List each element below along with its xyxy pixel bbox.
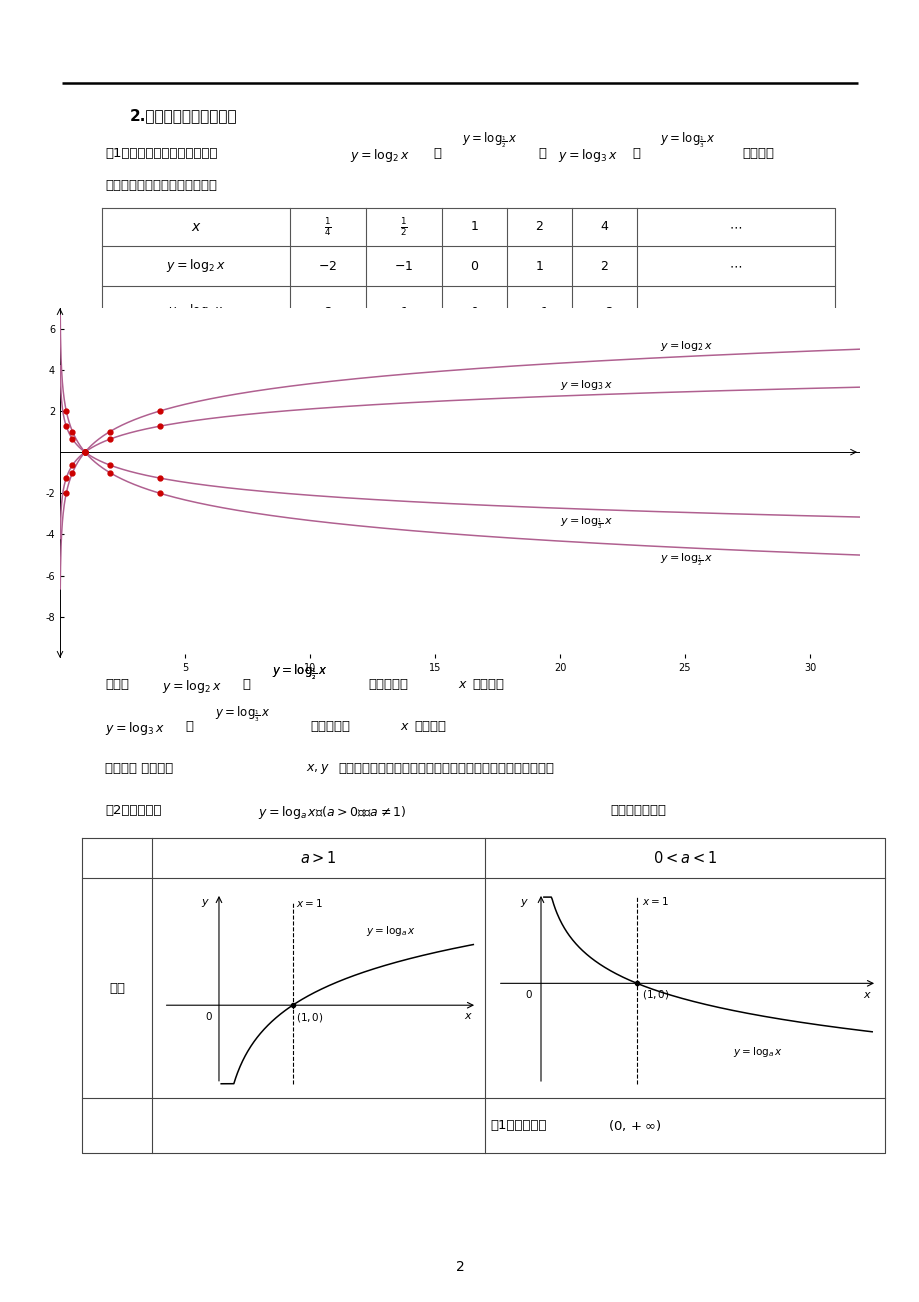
- Text: 设计意图 学生完成: 设计意图 学生完成: [105, 762, 173, 775]
- Text: $(0,+\infty)$: $(0,+\infty)$: [607, 1118, 662, 1133]
- Text: $x$: $x$: [464, 1010, 472, 1021]
- Text: $\cdots$: $\cdots$: [729, 259, 742, 272]
- Text: $y=\log_{\frac{1}{3}}x$: $y=\log_{\frac{1}{3}}x$: [215, 704, 270, 724]
- Text: $x=1$: $x=1$: [641, 894, 668, 907]
- Text: 轴对称。: 轴对称。: [414, 720, 446, 733]
- Text: 和: 和: [433, 147, 440, 160]
- Text: $0$: $0$: [470, 306, 479, 319]
- Text: $a>1$: $a>1$: [300, 850, 336, 866]
- Text: 和: 和: [185, 720, 193, 733]
- Text: $-1$: $-1$: [529, 306, 549, 319]
- Text: $x=1$: $x=1$: [296, 897, 323, 909]
- Text: $1$: $1$: [470, 220, 479, 233]
- Text: $0$: $0$: [205, 1009, 213, 1022]
- Text: ；: ；: [538, 147, 545, 160]
- Text: $y=\log_2 x$: $y=\log_2 x$: [659, 339, 712, 353]
- Text: $2$: $2$: [323, 306, 332, 319]
- Text: 2.对数函数的图像与性质: 2.对数函数的图像与性质: [130, 108, 237, 122]
- Text: $x$: $x$: [190, 220, 201, 234]
- Text: 的图像关于: 的图像关于: [368, 678, 407, 691]
- Text: $y$: $y$: [520, 897, 529, 909]
- Text: （2）对数函数: （2）对数函数: [105, 805, 162, 816]
- Text: $-1$: $-1$: [394, 259, 414, 272]
- Text: 显然，: 显然，: [105, 678, 129, 691]
- Text: （1）定义域：: （1）定义域：: [490, 1118, 546, 1131]
- Text: 观察它们的图像，有什么特点。: 观察它们的图像，有什么特点。: [105, 178, 217, 191]
- Text: $y=\log_a x$，$(a>0$，且$a\neq1)$: $y=\log_a x$，$(a>0$，且$a\neq1)$: [257, 805, 406, 822]
- Text: $y=\log_3 x$: $y=\log_3 x$: [560, 378, 613, 392]
- Text: $y=\log_3 x$: $y=\log_3 x$: [558, 147, 617, 164]
- Text: $\cdots$: $\cdots$: [729, 220, 742, 233]
- Text: $y=\log_{\frac{1}{2}}x$: $y=\log_{\frac{1}{2}}x$: [272, 663, 327, 682]
- Text: $y$: $y$: [201, 897, 210, 910]
- Text: $x$: $x$: [862, 990, 871, 1000]
- Text: $y=\log_{\frac{1}{2}}x$: $y=\log_{\frac{1}{2}}x$: [461, 132, 517, 150]
- Text: $0$: $0$: [470, 259, 479, 272]
- Text: $x,y$: $x,y$: [306, 762, 329, 776]
- Text: 和: 和: [242, 678, 250, 691]
- Text: 和: 和: [631, 147, 640, 160]
- Text: $0<a<1$: $0<a<1$: [652, 850, 716, 866]
- Text: $4$: $4$: [599, 220, 608, 233]
- Text: $y=\log_2 x$: $y=\log_2 x$: [349, 147, 409, 164]
- Text: $y=\log_{\frac{1}{2}}x$: $y=\log_{\frac{1}{2}}x$: [272, 663, 327, 682]
- Text: $-2$: $-2$: [318, 259, 337, 272]
- Text: $\cdots$: $\cdots$: [729, 306, 742, 319]
- Text: $y=\log_{\frac{1}{2}} x$: $y=\log_{\frac{1}{2}} x$: [168, 302, 223, 322]
- Text: $0$: $0$: [525, 988, 533, 1000]
- Text: （1）在同一坐标系中分别画出: （1）在同一坐标系中分别画出: [105, 147, 217, 160]
- Text: $y=\log_3 x$: $y=\log_3 x$: [105, 720, 165, 737]
- Text: $\frac{1}{2}$: $\frac{1}{2}$: [400, 216, 407, 238]
- Text: $y=\log_{\frac{1}{2}} x$: $y=\log_{\frac{1}{2}} x$: [659, 552, 712, 569]
- Text: 的对应值表，并用描点法画出相应图像，通过图像总结规律。: 的对应值表，并用描点法画出相应图像，通过图像总结规律。: [337, 762, 553, 775]
- Text: $y=\log_{\frac{1}{3}} x$: $y=\log_{\frac{1}{3}} x$: [560, 514, 612, 531]
- Text: $(1,0)$: $(1,0)$: [641, 988, 669, 1001]
- Text: $-2$: $-2$: [595, 306, 613, 319]
- Text: 图像: 图像: [108, 982, 125, 995]
- Text: $y=\log_a x$: $y=\log_a x$: [366, 924, 415, 937]
- Text: $(1,0)$: $(1,0)$: [296, 1010, 323, 1023]
- Text: $2$: $2$: [535, 220, 543, 233]
- Text: $2$: $2$: [599, 259, 608, 272]
- Text: $x$: $x$: [458, 678, 468, 691]
- Text: $y=\log_a x$: $y=\log_a x$: [732, 1046, 782, 1059]
- Text: $\frac{1}{4}$: $\frac{1}{4}$: [323, 216, 332, 238]
- Text: 的图像和性质：: 的图像和性质：: [609, 805, 665, 816]
- Text: $y=\log_2 x$: $y=\log_2 x$: [162, 678, 221, 695]
- Text: $x$: $x$: [400, 720, 409, 733]
- Text: 2: 2: [455, 1260, 464, 1273]
- Text: $1$: $1$: [535, 259, 543, 272]
- Text: $y=\log_{\frac{1}{3}}x$: $y=\log_{\frac{1}{3}}x$: [659, 132, 715, 150]
- Text: $y=\log_2 x$: $y=\log_2 x$: [166, 258, 225, 275]
- Text: 的图像关于: 的图像关于: [310, 720, 349, 733]
- Text: 图象，并: 图象，并: [742, 147, 773, 160]
- Text: 轴对称。: 轴对称。: [471, 678, 504, 691]
- Text: $1$: $1$: [399, 306, 408, 319]
